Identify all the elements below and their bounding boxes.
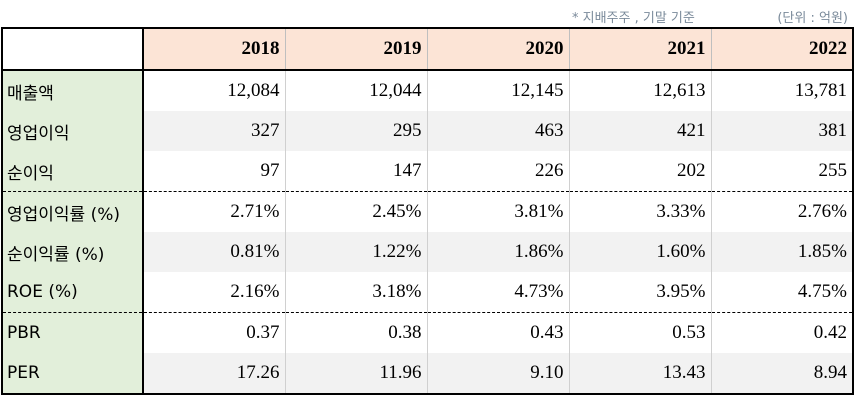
row-label: 매출액 [2,70,144,111]
cell-value: 0.43 [426,312,569,353]
cell-value: 295 [284,111,427,151]
cell-value: 147 [284,151,427,192]
table-row: PBR 0.37 0.38 0.43 0.53 0.42 [2,312,853,353]
cell-value: 3.18% [284,272,427,313]
cell-value: 255 [710,151,853,192]
table-row: ROE (%) 2.16% 3.18% 4.73% 3.95% 4.75% [2,272,853,313]
unit-note: (단위 : 억원) [777,11,848,26]
cell-value: 1.60% [568,232,711,272]
cell-value: 13,781 [710,70,853,111]
table-row: PER 17.26 11.96 9.10 13.43 8.94 [2,353,853,394]
row-label: PER [2,353,144,394]
year-header: 2022 [710,28,853,71]
year-header: 2019 [284,28,427,71]
cell-value: 2.71% [142,191,285,232]
cell-value: 12,145 [426,70,569,111]
table-row: 순이익 97 147 226 202 255 [2,151,853,192]
cell-value: 0.53 [568,312,711,353]
cell-value: 2.45% [284,191,427,232]
year-header: 2018 [142,28,285,71]
cell-value: 4.73% [426,272,569,313]
corner-cell [1,28,144,71]
row-label: 순이익률 (%) [2,232,144,272]
year-header: 2021 [568,28,711,71]
cell-value: 1.22% [284,232,427,272]
cell-value: 12,084 [142,70,285,111]
cell-value: 13.43 [568,353,711,394]
cell-value: 463 [426,111,569,151]
financial-summary-table: 2018 2019 2020 2021 2022 매출액 12,084 12,0… [1,27,854,395]
cell-value: 2.76% [710,191,853,232]
header-row: 2018 2019 2020 2021 2022 [1,28,853,71]
table-caption: * 지배주주 , 기말 기준 (단위 : 억원) [0,4,856,28]
cell-value: 11.96 [284,353,427,394]
cell-value: 421 [568,111,711,151]
cell-value: 17.26 [142,353,285,394]
cell-value: 3.81% [426,191,569,232]
year-header: 2020 [426,28,569,71]
cell-value: 0.38 [284,312,427,353]
cell-value: 3.33% [568,191,711,232]
row-label: ROE (%) [2,272,144,313]
cell-value: 12,613 [568,70,711,111]
cell-value: 1.85% [710,232,853,272]
basis-note: * 지배주주 , 기말 기준 [572,11,695,26]
cell-value: 8.94 [710,353,853,394]
row-label: 영업이익률 (%) [2,191,144,232]
cell-value: 2.16% [142,272,285,313]
cell-value: 0.42 [710,312,853,353]
table-row: 매출액 12,084 12,044 12,145 12,613 13,781 [2,70,853,111]
cell-value: 9.10 [426,353,569,394]
cell-value: 0.37 [142,312,285,353]
cell-value: 1.86% [426,232,569,272]
cell-value: 12,044 [284,70,427,111]
cell-value: 226 [426,151,569,192]
table-row: 순이익률 (%) 0.81% 1.22% 1.86% 1.60% 1.85% [2,232,853,272]
table-row: 영업이익률 (%) 2.71% 2.45% 3.81% 3.33% 2.76% [2,191,853,232]
cell-value: 202 [568,151,711,192]
cell-value: 327 [142,111,285,151]
cell-value: 97 [142,151,285,192]
table-row: 영업이익 327 295 463 421 381 [2,111,853,151]
row-label: 순이익 [2,151,144,192]
row-label: PBR [2,312,144,353]
cell-value: 4.75% [710,272,853,313]
cell-value: 3.95% [568,272,711,313]
cell-value: 381 [710,111,853,151]
cell-value: 0.81% [142,232,285,272]
row-label: 영업이익 [2,111,144,151]
